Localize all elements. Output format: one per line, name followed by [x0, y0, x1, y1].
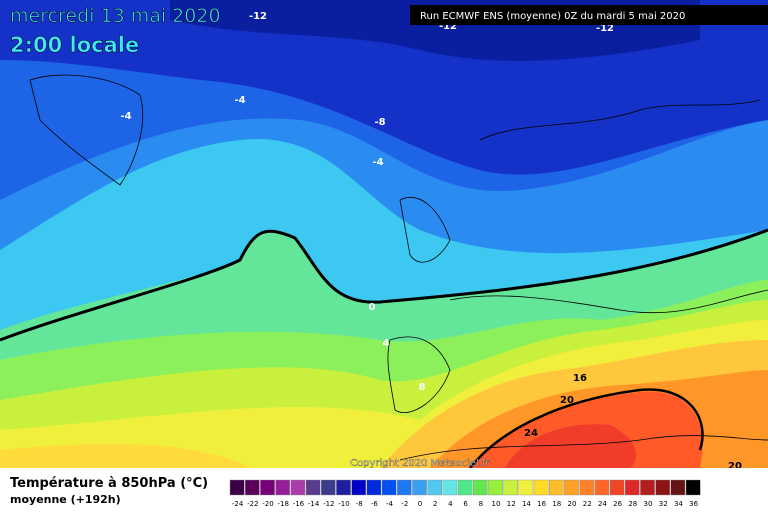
run-banner: [410, 5, 768, 25]
contour-label: 4: [383, 338, 390, 349]
scale-label: 28: [628, 500, 637, 508]
scale-label: -2: [401, 500, 408, 508]
contour-label: 0: [369, 302, 376, 313]
scale-label: 0: [418, 500, 422, 508]
scale-swatch: [366, 479, 382, 496]
scale-swatch: [427, 479, 443, 496]
scale-swatch: [290, 479, 306, 496]
contour-label: -4: [372, 157, 383, 168]
scale-label: 24: [598, 500, 607, 508]
legend-subtitle: moyenne (+192h): [10, 493, 121, 506]
scale-label: 22: [583, 500, 592, 508]
scale-label: 36: [689, 500, 698, 508]
scale-label: -4: [386, 500, 394, 508]
scale-swatch: [321, 479, 336, 496]
scale-label: 2: [433, 500, 437, 508]
scale-label: -10: [338, 500, 349, 508]
scale-swatch: [609, 479, 625, 496]
time-title: 2:00 locale: [10, 33, 139, 57]
contour-label: -4: [120, 111, 131, 122]
scale-label: -12: [323, 500, 334, 508]
scale-label: -6: [371, 500, 379, 508]
scale-label: 10: [492, 500, 501, 508]
run-info: Run ECMWF ENS (moyenne) 0Z du mardi 5 ma…: [420, 11, 685, 22]
scale-swatch: [670, 479, 686, 496]
contour-label: -8: [374, 117, 385, 128]
scale-swatch: [275, 479, 291, 496]
contour-labels: -12 -12 -12 -4 -4 -8 -4 0 4 8 16 20 24 2…: [120, 11, 742, 472]
scale-swatch: [442, 479, 458, 496]
scale-swatch: [533, 479, 549, 496]
scale-label: -8: [356, 500, 363, 508]
scale-swatch: [625, 479, 640, 496]
scale-label: -24: [232, 500, 244, 508]
contour-label: -12: [249, 11, 267, 22]
scale-label: 6: [463, 500, 468, 508]
color-scale: -24 -22 -20 -18 -16 -14 -12 -10 -8 -6 -4 -2 0 2 4 6 8 10 1…: [229, 479, 701, 508]
contour-label: -4: [234, 95, 245, 106]
legend-title: Température à 850hPa (°C): [10, 476, 208, 491]
scale-label: 34: [674, 500, 683, 508]
contour-label: -12: [596, 23, 614, 34]
scale-label: 32: [659, 500, 668, 508]
copyright: Copyright 2020 Meteociel.fr: [350, 458, 491, 469]
scale-swatch: [412, 479, 427, 496]
contour-label: -12: [439, 21, 457, 32]
scale-swatch: [229, 479, 245, 496]
scale-swatch: [503, 479, 519, 496]
temperature-field: [0, 0, 768, 468]
contour-label: 20: [728, 461, 742, 472]
scale-swatch: [381, 479, 397, 496]
scale-label: 18: [552, 500, 561, 508]
scale-swatch: [488, 479, 503, 496]
scale-swatch: [336, 479, 351, 496]
scale-swatch: [579, 479, 594, 496]
scale-label: -18: [277, 500, 288, 508]
contour-label: 8: [419, 382, 426, 393]
scale-swatch: [564, 479, 579, 496]
scale-swatch: [685, 479, 701, 496]
scale-label: 30: [644, 500, 653, 508]
scale-swatch: [549, 479, 564, 496]
scale-label: 14: [522, 500, 531, 508]
scale-label: -22: [247, 500, 258, 508]
zero-isotherm: [0, 228, 768, 342]
scale-swatch: [594, 479, 610, 496]
scale-swatch: [260, 479, 275, 496]
date-title: mercredi 13 mai 2020: [10, 5, 221, 27]
scale-label: -14: [308, 500, 320, 508]
scale-label: 16: [537, 500, 546, 508]
scale-swatch: [397, 479, 412, 496]
scale-label: 20: [568, 500, 577, 508]
scale-label: 12: [507, 500, 516, 508]
scale-swatch: [351, 479, 367, 496]
scale-label: -20: [262, 500, 273, 508]
scale-swatch: [457, 479, 473, 496]
contour-label: 16: [573, 373, 587, 384]
scale-swatch: [640, 479, 655, 496]
coastlines: [29, 74, 768, 461]
scale-swatch: [518, 479, 534, 496]
scale-label: -16: [293, 500, 305, 508]
scale-swatch: [244, 479, 260, 496]
twenty-isotherm: [469, 388, 704, 469]
scale-swatch: [473, 479, 488, 496]
scale-label: 4: [448, 500, 453, 508]
scale-label: 26: [613, 500, 622, 508]
scale-label: 8: [479, 500, 483, 508]
scale-swatch: [305, 479, 321, 496]
contour-label: 24: [524, 428, 538, 439]
scale-swatch: [655, 479, 670, 496]
contour-label: 20: [560, 395, 574, 406]
